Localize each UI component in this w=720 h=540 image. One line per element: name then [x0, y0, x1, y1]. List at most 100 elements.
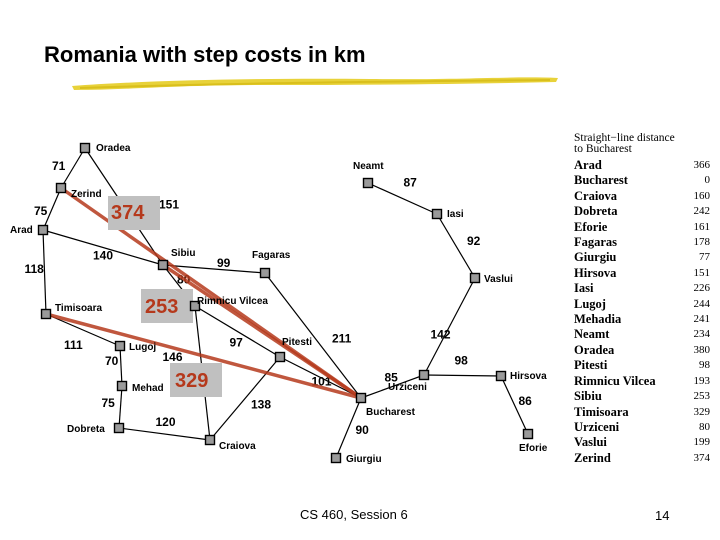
road-fagaras-bucharest	[264, 272, 362, 399]
road-cost-oradea-sibiu: 151	[159, 198, 179, 212]
road-cost-hirsova-eforie: 86	[519, 394, 533, 408]
sld-row-timisoara: Timisoara 329	[574, 405, 710, 420]
sld-value: 199	[693, 436, 711, 449]
city-label-vaslui: Vaslui	[484, 274, 513, 285]
heuristic-line-timisoara	[45, 312, 362, 400]
sld-row-bucharest: Bucharest 0	[574, 173, 710, 188]
sld-value: 193	[693, 374, 711, 387]
highlights-layer: 374 253 329	[45, 186, 363, 400]
sld-city: Lugoj	[574, 296, 606, 311]
road-cost-zerind-arad: 75	[34, 204, 48, 218]
sld-value: 253	[693, 390, 711, 403]
city-node-neamt	[362, 177, 374, 189]
sld-value: 234	[693, 328, 711, 341]
title-underline-stroke	[72, 77, 558, 90]
city-label-iasi: Iasi	[447, 209, 464, 220]
road-cost-bucharest-giurgiu: 90	[356, 423, 370, 437]
sld-city: Vaslui	[574, 435, 607, 450]
road-cost-sibiu-fagaras: 99	[217, 256, 231, 270]
city-label-eforie: Eforie	[519, 443, 548, 454]
sld-row-vaslui: Vaslui 199	[574, 435, 710, 450]
sld-city: Dobreta	[574, 204, 618, 219]
city-label-lugoj: Lugoj	[129, 342, 156, 353]
sld-row-pitesti: Pitesti 98	[574, 358, 710, 373]
sld-row-mehadia: Mehadia 241	[574, 312, 710, 327]
road-vaslui-iasi	[436, 213, 476, 279]
sld-value: 242	[693, 205, 711, 218]
sld-row-dobreta: Dobreta 242	[574, 204, 710, 219]
road-urziceni-vaslui	[423, 277, 476, 376]
sld-city: Oradea	[574, 342, 615, 357]
city-node-oradea	[79, 142, 91, 154]
sld-row-iasi: Iasi 226	[574, 281, 710, 296]
city-node-bucharest	[355, 392, 367, 404]
sld-value: 226	[693, 282, 711, 295]
city-label-timisoara: Timisoara	[55, 303, 102, 314]
road-mehadia-dobreta	[118, 385, 123, 429]
sld-city: Giurgiu	[574, 250, 617, 265]
city-node-fagaras	[259, 267, 271, 279]
sld-city: Eforie	[574, 219, 608, 234]
road-cost-rimnicu-craiova: 146	[163, 350, 183, 364]
sld-city: Zerind	[574, 450, 611, 465]
sld-heading-line1: Straight−line distance	[574, 132, 675, 144]
road-sibiu-fagaras	[162, 264, 266, 274]
sld-city: Rimnicu Vilcea	[574, 373, 656, 388]
road-cost-urziceni-hirsova: 98	[455, 354, 469, 368]
city-label-fagaras: Fagaras	[252, 250, 291, 261]
city-label-arad: Arad	[10, 225, 33, 236]
sld-value: 241	[693, 313, 711, 326]
city-node-mehadia	[116, 380, 128, 392]
sld-city: Iasi	[574, 281, 594, 296]
sld-row-urziceni: Urziceni 80	[574, 420, 710, 435]
city-label-zerind: Zerind	[71, 189, 102, 200]
road-cost-lugoj-mehadia: 70	[105, 354, 119, 368]
sld-row-lugoj: Lugoj 244	[574, 297, 710, 312]
city-node-giurgiu	[330, 452, 342, 464]
sld-row-hirsova: Hirsova 151	[574, 266, 710, 281]
sld-row-giurgiu: Giurgiu 77	[574, 250, 710, 265]
road-cost-fagaras-bucharest: 211	[332, 332, 352, 346]
page-number: 14	[655, 508, 670, 523]
road-zerind-arad	[42, 187, 62, 231]
road-rimnicu-pitesti	[194, 305, 281, 358]
sld-city: Pitesti	[574, 358, 608, 373]
road-cost-timisoara-lugoj: 111	[64, 338, 83, 352]
heuristic-line-sibiu	[162, 263, 362, 400]
sld-city: Urziceni	[574, 419, 620, 434]
sld-value: 77	[699, 251, 710, 264]
city-label-rimnicu: Rimnicu Vilcea	[197, 296, 268, 307]
sld-value: 374	[693, 451, 711, 464]
road-timisoara-lugoj	[45, 313, 121, 347]
city-node-arad	[37, 224, 49, 236]
sld-city: Hirsova	[574, 265, 617, 280]
sld-city: Mehadia	[574, 312, 622, 327]
road-dobreta-craiova	[118, 427, 211, 441]
road-cost-iasi-neamt: 87	[404, 176, 418, 190]
city-label-neamt: Neamt	[353, 161, 384, 172]
city-node-timisoara	[40, 308, 52, 320]
heuristic-box-sibiu	[141, 289, 193, 323]
city-node-urziceni	[418, 369, 430, 381]
road-cost-vaslui-iasi: 92	[467, 234, 481, 248]
city-node-craiova	[204, 434, 216, 446]
road-cost-craiova-pitesti: 138	[251, 398, 271, 412]
nodes-layer: Oradea Zerind Arad Timisoara Lugoj Mehad Dobre…	[10, 142, 548, 465]
heuristic-value-zerind: 374	[111, 202, 145, 224]
city-node-zerind	[55, 182, 67, 194]
sld-value: 380	[693, 343, 711, 356]
heuristic-value-sibiu: 253	[145, 296, 178, 318]
sld-row-neamt: Neamt 234	[574, 327, 710, 342]
sld-value: 151	[693, 266, 711, 279]
road-cost-bucharest-urziceni: 85	[385, 371, 399, 385]
sld-value: 80	[699, 420, 710, 433]
sld-row-oradea: Oradea 380	[574, 343, 710, 358]
city-node-hirsova	[495, 370, 507, 382]
road-hirsova-eforie	[500, 375, 529, 435]
sld-value: 366	[693, 159, 711, 171]
road-cost-arad-sibiu: 140	[93, 249, 113, 263]
road-cost-dobreta-craiova: 120	[156, 415, 176, 429]
sld-row-arad: Arad 366	[574, 158, 710, 173]
